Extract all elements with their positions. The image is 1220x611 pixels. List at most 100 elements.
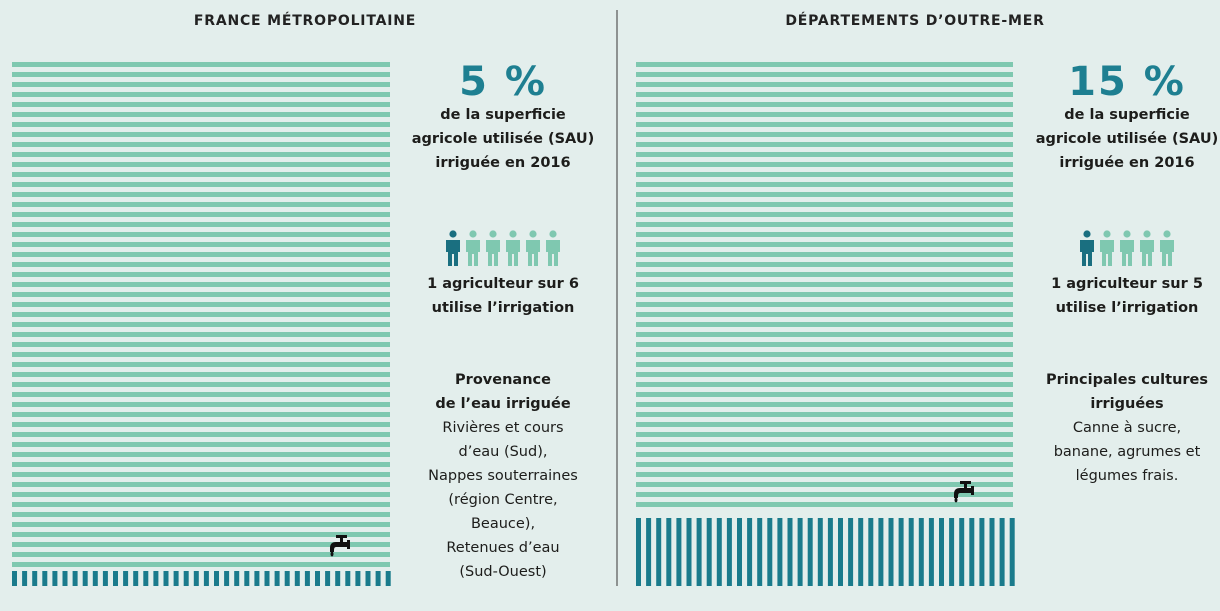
- stripe-horizontal: [12, 252, 390, 257]
- stripe-horizontal: [12, 242, 390, 247]
- stat-value: 15 %: [1068, 59, 1186, 105]
- stripe-horizontal: [12, 362, 390, 367]
- stripe-horizontal: [636, 312, 1013, 317]
- person-icon-head: [469, 230, 477, 238]
- person-icon-head: [529, 230, 537, 238]
- stripe-vertical: [385, 571, 391, 586]
- person-icon-head: [1103, 230, 1111, 238]
- stripe-vertical: [767, 518, 773, 586]
- stripe-vertical: [878, 518, 884, 586]
- stat-caption: irriguée en 2016: [1059, 155, 1195, 171]
- stripe-horizontal: [636, 342, 1013, 347]
- tap-drop: [954, 497, 958, 503]
- stripe-horizontal: [12, 422, 390, 427]
- stripe-horizontal: [12, 112, 390, 117]
- stripe-horizontal: [12, 232, 390, 237]
- stripe-horizontal: [12, 482, 390, 487]
- stripe-vertical: [979, 518, 985, 586]
- stripe-vertical: [858, 518, 864, 586]
- stripe-vertical: [254, 571, 260, 586]
- stripe-horizontal: [12, 282, 390, 287]
- stripe-horizontal: [12, 152, 390, 157]
- stripe-vertical: [113, 571, 118, 586]
- farmers-text: utilise l’irrigation: [431, 300, 575, 316]
- stripe-vertical: [304, 571, 310, 586]
- note-line: Canne à sucre,: [1072, 420, 1182, 436]
- stripe-horizontal: [12, 492, 390, 497]
- stripe-vertical: [375, 571, 381, 586]
- stripe-vertical: [365, 571, 371, 586]
- stripe-vertical: [918, 518, 924, 586]
- stripe-horizontal: [636, 392, 1013, 397]
- stripe-horizontal: [12, 442, 390, 447]
- stripe-horizontal: [12, 62, 390, 67]
- stripe-vertical: [737, 518, 742, 586]
- person-icon-head: [449, 230, 457, 238]
- stripe-horizontal: [12, 142, 390, 147]
- stripe-horizontal: [636, 372, 1013, 377]
- stripe-vertical: [143, 571, 149, 586]
- stat-value: 5 %: [459, 59, 547, 105]
- stripe-vertical: [666, 518, 672, 586]
- stripe-vertical: [908, 518, 914, 586]
- stripe-horizontal: [636, 72, 1013, 77]
- person-icon-body: [506, 240, 520, 266]
- stripe-horizontal: [636, 282, 1013, 287]
- stripe-horizontal: [12, 452, 390, 457]
- stripe-vertical: [52, 571, 58, 586]
- stripe-vertical: [838, 518, 843, 586]
- person-icon-body: [1140, 240, 1154, 266]
- stripe-horizontal: [12, 72, 390, 77]
- stripe-horizontal: [636, 112, 1013, 117]
- stripe-horizontal: [12, 512, 390, 517]
- stripe-horizontal: [12, 382, 390, 387]
- stripe-vertical: [163, 571, 169, 586]
- note-line: Retenues d’eau: [446, 540, 560, 556]
- stripe-horizontal: [636, 352, 1013, 357]
- stripe-vertical: [696, 518, 702, 586]
- stripe-horizontal: [636, 202, 1013, 207]
- stripe-horizontal: [636, 412, 1013, 417]
- stripe-horizontal: [636, 62, 1013, 67]
- note-line: (Sud-Ouest): [459, 564, 547, 580]
- stripe-horizontal: [12, 202, 390, 207]
- stripe-horizontal: [636, 162, 1013, 167]
- stripe-vertical: [345, 571, 351, 586]
- stripe-horizontal: [636, 92, 1013, 97]
- stripe-horizontal: [636, 322, 1013, 327]
- stripe-horizontal: [12, 562, 390, 567]
- note-heading: de l’eau irriguée: [435, 396, 571, 412]
- stripe-vertical: [193, 571, 199, 586]
- stripe-vertical: [244, 571, 250, 586]
- stripe-vertical: [636, 518, 641, 586]
- person-icon-body: [1100, 240, 1114, 266]
- stripe-vertical: [72, 571, 78, 586]
- stripe-horizontal: [636, 452, 1013, 457]
- stripe-vertical: [949, 518, 955, 586]
- stripe-horizontal: [636, 462, 1013, 467]
- stripe-horizontal: [636, 402, 1013, 407]
- panel-title: DÉPARTEMENTS D’OUTRE-MER: [785, 13, 1045, 29]
- stripe-horizontal: [636, 292, 1013, 297]
- note-heading: irriguées: [1090, 396, 1164, 412]
- person-icon-head: [1083, 230, 1091, 238]
- person-icon-body: [546, 240, 560, 266]
- person-icon-head: [549, 230, 557, 238]
- stat-caption: irriguée en 2016: [435, 155, 571, 171]
- stripe-vertical: [827, 518, 833, 586]
- person-icon-body: [466, 240, 480, 266]
- stripe-horizontal: [636, 302, 1013, 307]
- stripe-vertical: [676, 518, 682, 586]
- stripe-horizontal: [636, 422, 1013, 427]
- stripe-horizontal: [12, 552, 390, 557]
- stripe-horizontal: [636, 252, 1013, 257]
- stripe-horizontal: [636, 472, 1013, 477]
- stripe-vertical: [757, 518, 763, 586]
- note-heading: Principales cultures: [1045, 372, 1209, 388]
- stripe-vertical: [203, 571, 209, 586]
- stripe-vertical: [62, 571, 68, 586]
- stripe-vertical: [716, 518, 722, 586]
- stripe-horizontal: [636, 262, 1013, 267]
- stripe-vertical: [939, 518, 944, 586]
- stripe-horizontal: [12, 212, 390, 217]
